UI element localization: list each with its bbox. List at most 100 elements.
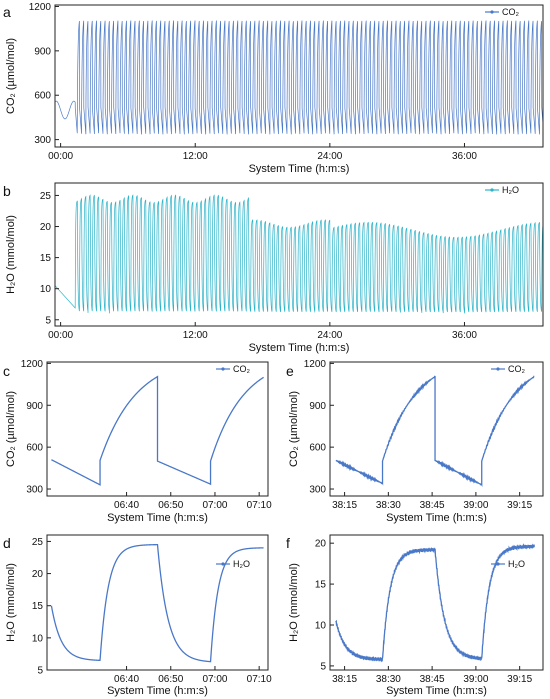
x-tick-label: 06:50 xyxy=(158,674,183,685)
plot-frame-b xyxy=(54,182,544,327)
y-tick-label: 5 xyxy=(45,315,51,326)
panel-letter: d xyxy=(3,535,11,551)
x-tick-label: 38:45 xyxy=(420,674,445,685)
legend-label: H₂O xyxy=(502,185,519,195)
x-axis-label: System Time (h:m:s) xyxy=(386,512,487,524)
y-tick-label: 15 xyxy=(32,601,44,612)
x-tick-label: 36:00 xyxy=(452,330,477,341)
y-tick-label: 10 xyxy=(315,621,327,632)
y-axis-label: H₂O (mmol/mol) xyxy=(288,563,300,642)
y-tick-label: 15 xyxy=(40,253,52,264)
y-tick-label: 300 xyxy=(26,485,43,496)
y-tick-label: 300 xyxy=(309,485,326,496)
legend-label: CO₂ xyxy=(502,7,520,17)
panel-letter: c xyxy=(3,363,10,379)
panel-a: 00:00 12:00 24:00 36:00 300 600 900 1200 System … xyxy=(3,2,544,175)
y-tick-label: 25 xyxy=(32,537,44,548)
series-line-d xyxy=(50,543,264,663)
series-line-c xyxy=(51,375,264,486)
x-tick-label: 12:00 xyxy=(183,151,208,162)
x-tick-label: 06:40 xyxy=(114,674,139,685)
x-tick-label: 07:00 xyxy=(202,674,227,685)
plot-frame-a xyxy=(54,4,544,148)
legend-marker xyxy=(490,188,494,192)
series-line-a xyxy=(55,20,543,135)
panel-b: 00:00 12:00 24:00 36:00 5 10 15 20 25 System Time… xyxy=(3,182,544,354)
y-tick-label: 1200 xyxy=(29,2,52,13)
y-axis-label: CO₂ (µmol/mol) xyxy=(5,38,17,114)
y-tick-label: 900 xyxy=(26,401,43,412)
x-tick-label: 00:00 xyxy=(48,151,73,162)
x-axis-label: System Time (h:m:s) xyxy=(249,342,350,354)
y-axis-label: CO₂ (µmol/mol) xyxy=(288,391,300,467)
x-tick-label: 07:10 xyxy=(247,674,272,685)
series-line-e xyxy=(335,375,535,487)
x-axis-label: System Time (h:m:s) xyxy=(107,512,208,524)
legend-marker xyxy=(221,562,225,566)
x-axis-label: System Time (h:m:s) xyxy=(249,163,350,175)
legend-label: CO₂ xyxy=(233,364,251,374)
y-tick-label: 900 xyxy=(309,401,326,412)
x-tick-label: 38:15 xyxy=(332,500,357,511)
x-tick-label: 39:15 xyxy=(507,674,532,685)
series-line-f xyxy=(335,543,535,663)
panel-letter: e xyxy=(286,363,294,379)
legend-marker xyxy=(490,10,494,14)
y-axis-label: H₂O (mmol/mol) xyxy=(5,215,17,294)
panel-e: 38:15 38:30 38:45 39:00 39:15 300 600 900 1200 Sy… xyxy=(286,359,544,524)
x-tick-label: 38:30 xyxy=(376,674,401,685)
y-tick-label: 20 xyxy=(315,539,327,550)
legend-label: H₂O xyxy=(233,559,250,569)
y-tick-label: 10 xyxy=(32,633,44,644)
y-tick-label: 900 xyxy=(34,46,51,57)
x-tick-label: 38:30 xyxy=(376,500,401,511)
panel-letter: b xyxy=(3,183,11,199)
plot-frame-f xyxy=(329,534,544,671)
panel-letter: a xyxy=(3,4,11,20)
panel-letter: f xyxy=(286,535,290,551)
y-tick-label: 600 xyxy=(309,443,326,454)
plot-frame-d xyxy=(46,534,269,671)
panel-d: 06:40 06:50 07:00 07:10 5 10 15 20 25 System Time… xyxy=(3,534,272,697)
y-tick-label: 600 xyxy=(26,443,43,454)
y-tick-label: 1200 xyxy=(304,359,327,370)
x-tick-label: 39:15 xyxy=(507,500,532,511)
x-tick-label: 38:15 xyxy=(332,674,357,685)
series-line-b xyxy=(55,194,543,314)
panel-f: 38:15 38:30 38:45 39:00 39:15 5 10 15 20 System T… xyxy=(286,534,544,697)
legend-marker xyxy=(496,367,500,371)
plot-frame-c xyxy=(46,361,269,497)
legend-marker xyxy=(221,367,225,371)
y-tick-label: 1200 xyxy=(21,359,44,370)
y-tick-label: 20 xyxy=(40,222,52,233)
y-tick-label: 15 xyxy=(315,580,327,591)
legend-marker xyxy=(496,562,500,566)
x-tick-label: 24:00 xyxy=(317,151,342,162)
y-axis-label: H₂O (mmol/mol) xyxy=(5,563,17,642)
x-tick-label: 38:45 xyxy=(420,500,445,511)
y-tick-label: 25 xyxy=(40,191,52,202)
y-tick-label: 5 xyxy=(320,661,326,672)
y-tick-label: 5 xyxy=(37,666,43,677)
x-tick-label: 39:00 xyxy=(463,500,488,511)
y-tick-label: 20 xyxy=(32,569,44,580)
x-tick-label: 36:00 xyxy=(452,151,477,162)
x-tick-label: 39:00 xyxy=(463,674,488,685)
x-axis-label: System Time (h:m:s) xyxy=(107,685,208,697)
legend-label: CO₂ xyxy=(508,364,526,374)
x-tick-label: 06:50 xyxy=(158,500,183,511)
y-tick-label: 600 xyxy=(34,91,51,102)
panel-c: 06:40 06:50 07:00 07:10 300 600 900 1200 System … xyxy=(3,359,272,524)
x-tick-label: 06:40 xyxy=(114,500,139,511)
x-tick-label: 12:00 xyxy=(183,330,208,341)
y-axis-label: CO₂ (µmol/mol) xyxy=(5,391,17,467)
y-tick-label: 300 xyxy=(34,135,51,146)
x-tick-label: 24:00 xyxy=(317,330,342,341)
y-tick-label: 10 xyxy=(40,284,52,295)
x-tick-label: 00:00 xyxy=(48,330,73,341)
x-tick-label: 07:10 xyxy=(247,500,272,511)
plot-frame-e xyxy=(329,361,544,497)
legend-label: H₂O xyxy=(508,559,525,569)
x-axis-label: System Time (h:m:s) xyxy=(386,685,487,697)
